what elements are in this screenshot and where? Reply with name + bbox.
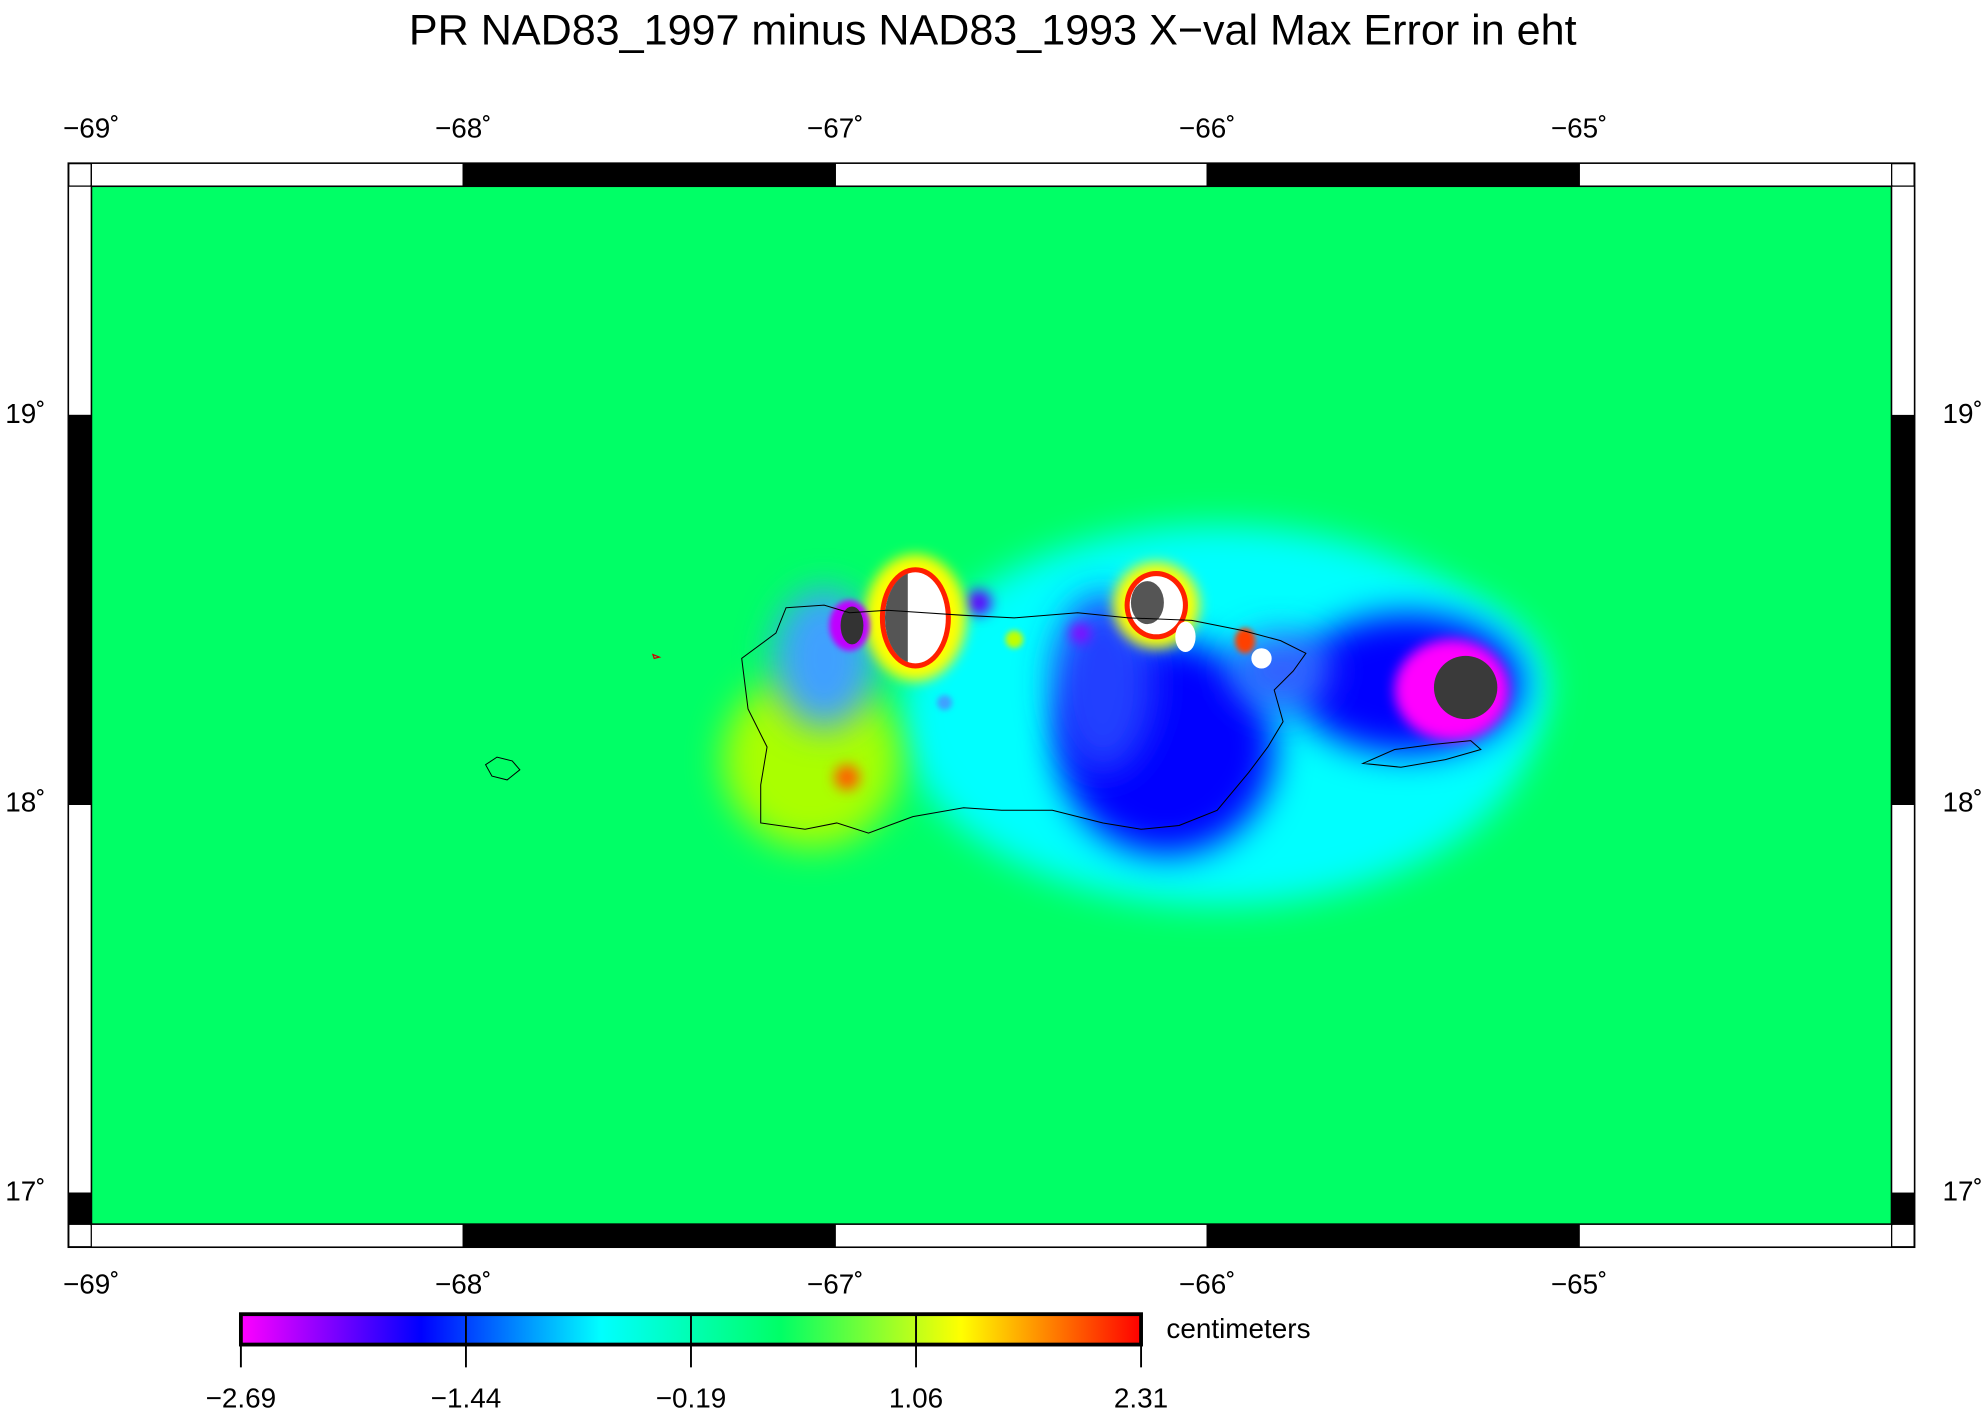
x-tick-label: −69˚ [63,113,120,144]
y-tick-label: 17˚ [5,1176,45,1207]
field-blob [1005,630,1024,649]
x-tick-label: −67˚ [807,113,864,144]
x-tick-label: −66˚ [1179,1269,1236,1300]
colorbar-tick-label: −0.19 [656,1383,727,1414]
frame-stripe [1891,414,1916,805]
frame-stripe [834,1223,1208,1248]
map-frame: −69˚ −69˚ −68˚ −68˚ −67˚ −67˚ −66˚ −66˚ −65˚ −65˚… [5,113,1983,1300]
field-blob [1433,655,1498,720]
frame-stripe [462,162,836,187]
colorbar-tick-label: −2.69 [206,1383,277,1414]
frame-stripe [1891,1192,1916,1225]
field [484,525,1547,906]
x-tick-label: −67˚ [807,1269,864,1300]
frame-stripe [90,1223,464,1248]
y-tick-label: 18˚ [1942,787,1982,818]
field-blob [1070,622,1091,644]
colorbar-label: centimeters [1166,1313,1310,1344]
colorbar-tick-label: 2.31 [1114,1383,1168,1414]
frame-stripe [67,414,92,805]
x-tick-label: −68˚ [435,1269,492,1300]
field-blob [966,589,992,616]
frame-stripe [834,162,1208,187]
x-tick-label: −65˚ [1551,1269,1608,1300]
frame-stripe [1206,162,1580,187]
x-tick-label: −69˚ [63,1269,120,1300]
coastline [484,756,521,781]
x-tick-label: −68˚ [435,113,492,144]
colorbar: centimeters −2.69 −1.44 −0.19 1.06 2.31 [206,1312,1311,1414]
coastline [1360,740,1482,768]
chart-title: PR NAD83_1997 minus NAD83_1993 X−val Max… [409,6,1577,54]
field-blob [722,671,901,849]
field-blob [1130,581,1164,625]
frame-stripe [90,162,464,187]
coastline [651,653,662,660]
frame-stripe [1578,1223,1893,1248]
colorbar-tick-label: 1.06 [889,1383,943,1414]
frame-stripe [1578,162,1893,187]
frame-stripe [67,1192,92,1225]
frame-stripe [1206,1223,1580,1248]
frame-stripe [462,1223,836,1248]
frame-stripe [67,803,92,1194]
field-blob [1234,627,1256,654]
y-tick-label: 17˚ [1942,1176,1982,1207]
y-tick-label: 19˚ [1942,398,1982,429]
field-blob [1251,648,1272,669]
coastline [741,604,1307,834]
y-tick-label: 18˚ [5,787,45,818]
x-tick-label: −66˚ [1179,113,1236,144]
field-blob [884,573,908,663]
field-blob [936,695,953,711]
frame-stripe [67,185,92,417]
frame-stripe [1891,185,1916,417]
field-blob [1175,621,1196,653]
field-blob [840,606,864,645]
y-tick-label: 19˚ [5,398,45,429]
field-blob [834,764,860,791]
x-tick-label: −65˚ [1551,113,1608,144]
colorbar-tick-label: −1.44 [431,1383,502,1414]
frame-stripe [1891,803,1916,1194]
